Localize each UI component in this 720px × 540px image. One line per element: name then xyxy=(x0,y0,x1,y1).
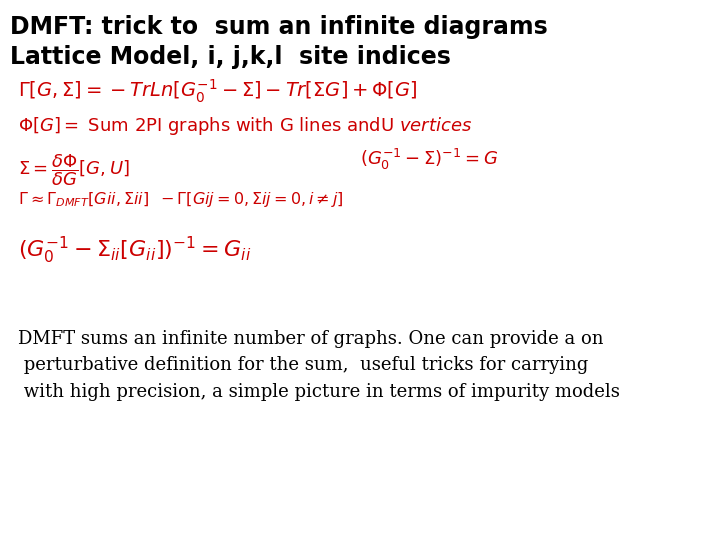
Text: DMFT: trick to  sum an infinite diagrams: DMFT: trick to sum an infinite diagrams xyxy=(10,15,548,39)
Text: $\Gamma \approx \Gamma_{DMFT}[Gii, \Sigma ii]\;\; - \Gamma[Gij=0, \Sigma ij=0, i: $\Gamma \approx \Gamma_{DMFT}[Gii, \Sigm… xyxy=(18,190,344,209)
Text: Lattice Model, i, j,k,l  site indices: Lattice Model, i, j,k,l site indices xyxy=(10,45,451,69)
Text: $\Gamma[G,\Sigma] = -TrLn[G_0^{-1} - \Sigma] - Tr[\Sigma G] + \Phi[G]$: $\Gamma[G,\Sigma] = -TrLn[G_0^{-1} - \Si… xyxy=(18,78,418,105)
Text: $\Sigma = \dfrac{\delta\Phi}{\delta G}[G,U]$: $\Sigma = \dfrac{\delta\Phi}{\delta G}[G… xyxy=(18,152,130,187)
Text: DMFT sums an infinite number of graphs. One can provide a on
 perturbative defin: DMFT sums an infinite number of graphs. … xyxy=(18,330,620,401)
Text: $\Phi[G] = $ Sum 2PI graphs with G lines and$\mathrm{U}$ $\mathit{vertices}$: $\Phi[G] = $ Sum 2PI graphs with G lines… xyxy=(18,115,472,137)
Text: $(G_0^{-1} - \Sigma_{ii}[G_{ii}])^{-1} = G_{ii}$: $(G_0^{-1} - \Sigma_{ii}[G_{ii}])^{-1} =… xyxy=(18,235,251,266)
Text: $(G_0^{-1} - \Sigma)^{-1} = G$: $(G_0^{-1} - \Sigma)^{-1} = G$ xyxy=(360,147,498,172)
